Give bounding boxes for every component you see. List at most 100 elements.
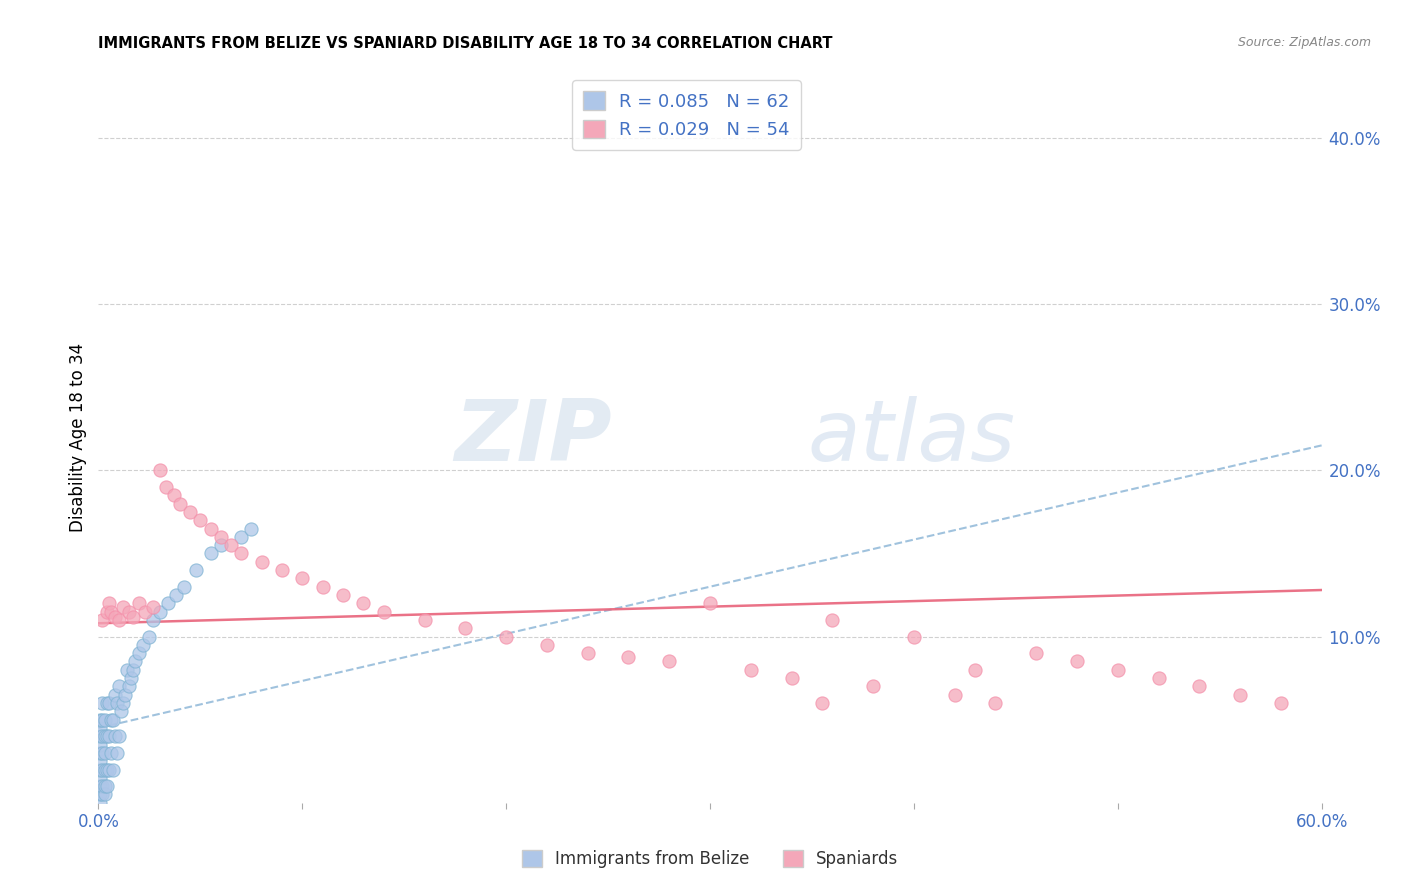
Point — [128, 646, 150, 660]
Point — [163, 488, 186, 502]
Point — [89, 763, 111, 777]
Point — [250, 555, 273, 569]
Point — [1107, 663, 1129, 677]
Point — [821, 613, 844, 627]
Point — [101, 763, 124, 777]
Point — [1025, 646, 1047, 660]
Point — [118, 605, 141, 619]
Point — [413, 613, 436, 627]
Legend: Immigrants from Belize, Spaniards: Immigrants from Belize, Spaniards — [515, 844, 905, 875]
Point — [186, 563, 208, 577]
Point — [811, 696, 834, 710]
Point — [142, 599, 165, 614]
Point — [188, 513, 212, 527]
Point — [89, 754, 111, 768]
Point — [89, 771, 111, 785]
Point — [219, 538, 242, 552]
Point — [862, 680, 884, 694]
Point — [965, 663, 987, 677]
Point — [89, 721, 111, 735]
Point — [332, 588, 354, 602]
Point — [200, 546, 222, 560]
Point — [903, 630, 925, 644]
Point — [97, 729, 120, 743]
Point — [93, 729, 115, 743]
Point — [943, 688, 966, 702]
Point — [91, 746, 114, 760]
Point — [124, 655, 146, 669]
Point — [96, 605, 118, 619]
Point — [104, 609, 127, 624]
Point — [114, 688, 136, 702]
Point — [89, 779, 111, 793]
Point — [179, 505, 201, 519]
Point — [100, 746, 122, 760]
Point — [100, 713, 122, 727]
Point — [96, 763, 118, 777]
Point — [100, 605, 122, 619]
Point — [118, 680, 141, 694]
Point — [111, 599, 134, 614]
Text: IMMIGRANTS FROM BELIZE VS SPANIARD DISABILITY AGE 18 TO 34 CORRELATION CHART: IMMIGRANTS FROM BELIZE VS SPANIARD DISAB… — [98, 36, 832, 51]
Point — [91, 779, 114, 793]
Point — [96, 729, 118, 743]
Point — [169, 497, 191, 511]
Point — [97, 596, 120, 610]
Point — [110, 705, 132, 719]
Point — [984, 696, 1007, 710]
Point — [101, 713, 124, 727]
Point — [231, 546, 253, 560]
Point — [1147, 671, 1170, 685]
Point — [173, 580, 195, 594]
Point — [122, 609, 145, 624]
Point — [128, 596, 150, 610]
Point — [312, 580, 335, 594]
Point — [97, 696, 120, 710]
Point — [89, 796, 111, 810]
Point — [111, 696, 134, 710]
Point — [97, 763, 120, 777]
Point — [165, 588, 187, 602]
Point — [91, 613, 114, 627]
Point — [89, 788, 111, 802]
Point — [576, 646, 599, 660]
Point — [93, 763, 115, 777]
Point — [91, 788, 114, 802]
Point — [134, 605, 156, 619]
Point — [96, 779, 118, 793]
Point — [1066, 655, 1088, 669]
Point — [658, 655, 681, 669]
Point — [91, 729, 114, 743]
Text: atlas: atlas — [808, 395, 1017, 479]
Point — [209, 530, 232, 544]
Point — [96, 696, 118, 710]
Point — [291, 571, 314, 585]
Point — [1188, 680, 1211, 694]
Point — [89, 729, 111, 743]
Point — [536, 638, 558, 652]
Point — [108, 613, 131, 627]
Point — [149, 605, 172, 619]
Point — [373, 605, 395, 619]
Point — [93, 713, 115, 727]
Point — [89, 713, 111, 727]
Point — [104, 688, 127, 702]
Text: Source: ZipAtlas.com: Source: ZipAtlas.com — [1237, 36, 1371, 49]
Point — [270, 563, 294, 577]
Point — [122, 663, 145, 677]
Point — [352, 596, 374, 610]
Point — [155, 480, 177, 494]
Point — [1270, 696, 1292, 710]
Point — [138, 630, 160, 644]
Point — [120, 671, 142, 685]
Point — [91, 763, 114, 777]
Point — [132, 638, 155, 652]
Y-axis label: Disability Age 18 to 34: Disability Age 18 to 34 — [69, 343, 87, 532]
Point — [156, 596, 179, 610]
Point — [240, 521, 263, 535]
Point — [89, 738, 111, 752]
Point — [91, 713, 114, 727]
Point — [1229, 688, 1251, 702]
Point — [231, 530, 253, 544]
Point — [108, 729, 131, 743]
